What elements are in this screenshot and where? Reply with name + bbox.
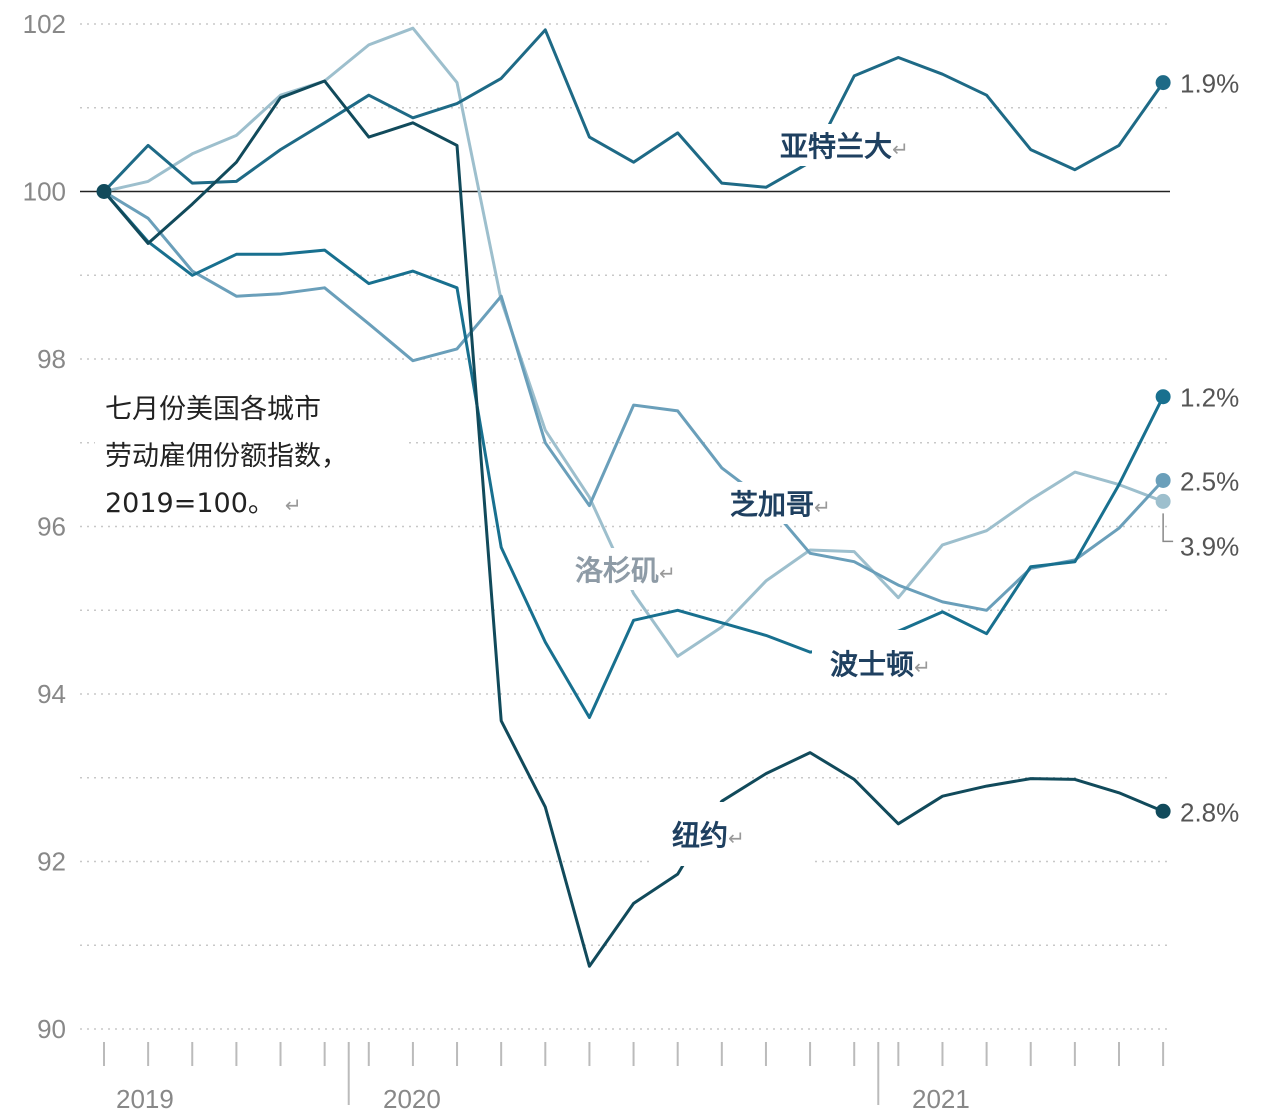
label-new-york-text: 纽约↵ bbox=[672, 819, 745, 852]
series-line-4 bbox=[102, 79, 1165, 968]
y-tick-label: 92 bbox=[37, 847, 66, 877]
label-atlanta-text: 亚特兰大↵ bbox=[780, 130, 909, 163]
series-line-1 bbox=[102, 190, 1165, 719]
series-line-3 bbox=[102, 190, 1165, 612]
end-point-0 bbox=[1155, 75, 1171, 91]
series-group bbox=[96, 26, 1165, 968]
label-new-york-bg bbox=[650, 802, 810, 866]
y-tick-label: 102 bbox=[23, 9, 66, 39]
chart-title-line-2: 劳动雇佣份额指数， bbox=[105, 441, 348, 472]
label-atlanta-bg bbox=[772, 124, 922, 166]
x-year-label: 2020 bbox=[383, 1084, 441, 1114]
y-tick-label: 96 bbox=[37, 512, 66, 542]
start-point bbox=[96, 184, 112, 199]
end-label-0: 1.9% bbox=[1180, 69, 1239, 99]
label-atlanta: 亚特兰大↵ bbox=[772, 124, 922, 166]
label-chicago: 芝加哥↵ bbox=[712, 482, 852, 524]
x-year-label: 2021 bbox=[912, 1084, 970, 1114]
y-tick-label: 94 bbox=[37, 679, 66, 709]
chart-title-line-1: 七月份美国各城市 bbox=[105, 394, 321, 425]
label-los-angeles-text: 洛杉矶↵ bbox=[575, 554, 676, 587]
label-los-angeles-bg bbox=[552, 548, 710, 590]
label-boston-bg bbox=[812, 630, 948, 684]
label-chicago-text: 芝加哥↵ bbox=[730, 488, 831, 521]
y-axis: 90 92 94 96 98 100 102 bbox=[23, 9, 66, 1044]
y-tick-label: 98 bbox=[37, 344, 66, 374]
x-year-label: 2019 bbox=[116, 1084, 174, 1114]
end-label-2: 3.9% bbox=[1180, 531, 1239, 561]
end-label-4: 2.8% bbox=[1180, 797, 1239, 827]
end-point-4 bbox=[1155, 803, 1171, 819]
end-label-1: 1.2% bbox=[1180, 383, 1239, 413]
end-label-3: 2.5% bbox=[1180, 466, 1239, 496]
return-mark: ↵ bbox=[285, 493, 302, 517]
series-line-2 bbox=[102, 26, 1165, 658]
label-boston-text: 波士顿↵ bbox=[830, 648, 931, 681]
label-chicago-bg bbox=[712, 482, 852, 524]
end-point-3 bbox=[1155, 472, 1171, 488]
chart-title-line-3: 2019=100。 ↵ bbox=[105, 488, 302, 519]
y-tick-label: 90 bbox=[37, 1014, 66, 1044]
y-tick-label: 100 bbox=[23, 177, 66, 207]
end-point-2 bbox=[1155, 493, 1171, 509]
title-background bbox=[95, 382, 405, 522]
leader-line-la bbox=[1162, 513, 1174, 543]
label-los-angeles: 洛杉矶↵ bbox=[552, 548, 710, 590]
label-boston: 波士顿↵ bbox=[812, 630, 948, 684]
label-new-york: 纽约↵ bbox=[650, 802, 810, 866]
series-line-0 bbox=[102, 28, 1165, 193]
end-point-1 bbox=[1155, 389, 1171, 405]
x-axis: 2019 2020 2021 bbox=[103, 1042, 1165, 1114]
end-labels: 1.9% 1.2% 3.9% 2.5% 2.8% bbox=[1155, 69, 1239, 827]
chart-title-line-3-text: 2019=100。 bbox=[105, 488, 275, 519]
